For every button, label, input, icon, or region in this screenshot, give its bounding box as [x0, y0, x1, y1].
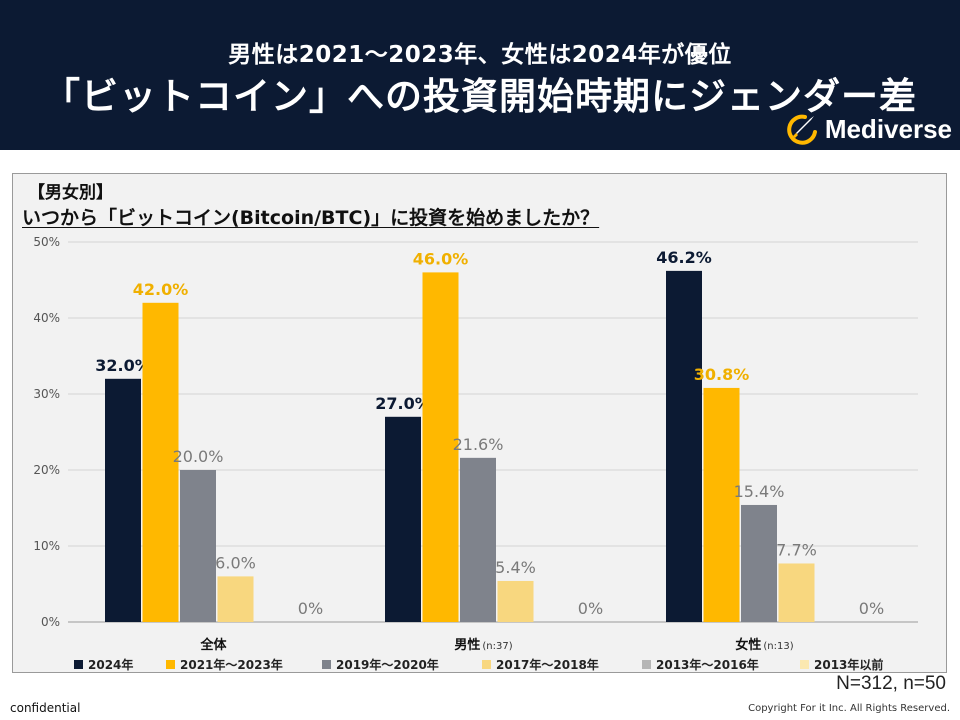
x-category-label: 全体: [199, 637, 227, 653]
header-subtitle: 男性は2021〜2023年、女性は2024年が優位: [228, 42, 732, 68]
data-label: 7.7%: [776, 540, 817, 559]
x-category-n: (n:13): [763, 641, 793, 652]
y-tick-label: 40%: [33, 311, 60, 325]
legend-label: 2019年〜2020年: [336, 657, 439, 672]
bar: [778, 563, 815, 622]
legend-swatch: [74, 660, 83, 669]
data-label: 0%: [578, 599, 603, 618]
legend-label: 2024年: [88, 657, 133, 672]
legend-swatch: [322, 660, 331, 669]
bar: [460, 457, 496, 622]
data-label: 27.0%: [375, 394, 431, 413]
data-label: 20.0%: [173, 447, 224, 466]
bar: [497, 580, 534, 622]
legend-swatch: [166, 660, 175, 669]
bar: [142, 302, 179, 622]
x-category-n: (n:37): [482, 641, 512, 652]
segment-label: 【男女別】: [28, 183, 113, 203]
x-category-label: 女性 (n:13): [735, 637, 793, 653]
legend-label: 2017年〜2018年: [496, 657, 599, 672]
y-tick-label: 30%: [33, 387, 60, 401]
copyright-text: Copyright For it Inc. All Rights Reserve…: [748, 703, 950, 714]
data-label: 42.0%: [133, 280, 189, 299]
data-label: 6.0%: [215, 553, 256, 572]
data-label: 46.0%: [413, 249, 469, 268]
legend-label: 2013年〜2016年: [656, 657, 759, 672]
header-banner: 男性は2021〜2023年、女性は2024年が優位 「ビットコイン」への投資開始…: [0, 0, 960, 150]
brand-logo: Mediverse: [785, 113, 952, 145]
bar: [666, 270, 702, 622]
bar: [180, 470, 216, 622]
data-label: 15.4%: [734, 482, 785, 501]
x-category-label: 男性 (n:37): [454, 637, 512, 653]
header-title: 「ビットコイン」への投資開始時期にジェンダー差: [43, 75, 917, 118]
data-label: 0%: [298, 599, 323, 618]
bar: [105, 378, 141, 622]
legend-label: 2013年以前: [814, 657, 883, 672]
legend-swatch: [642, 660, 651, 669]
bar: [217, 576, 254, 622]
data-label: 5.4%: [495, 558, 536, 577]
bar: [741, 504, 777, 622]
legend-swatch: [482, 660, 491, 669]
data-label: 0%: [859, 599, 884, 618]
bar: [422, 272, 459, 622]
rocket-icon: [787, 114, 817, 145]
data-label: 46.2%: [656, 248, 712, 267]
y-tick-label: 0%: [41, 615, 60, 629]
data-label: 32.0%: [95, 356, 151, 375]
data-label: 21.6%: [453, 435, 504, 454]
y-tick-label: 20%: [33, 463, 60, 477]
sample-size-note: N=312, n=50: [836, 673, 946, 694]
bar: [703, 387, 740, 622]
confidential-label: confidential: [10, 701, 81, 715]
bar: [385, 416, 421, 622]
survey-question: いつから「ビットコイン(Bitcoin/BTC)」に投資を始めましたか？: [22, 207, 600, 229]
y-tick-label: 10%: [33, 539, 60, 553]
legend-label: 2021年〜2023年: [180, 657, 283, 672]
data-label: 30.8%: [694, 365, 750, 384]
brand-name: Mediverse: [824, 113, 952, 144]
legend-swatch: [800, 660, 809, 669]
y-tick-label: 50%: [33, 235, 60, 249]
